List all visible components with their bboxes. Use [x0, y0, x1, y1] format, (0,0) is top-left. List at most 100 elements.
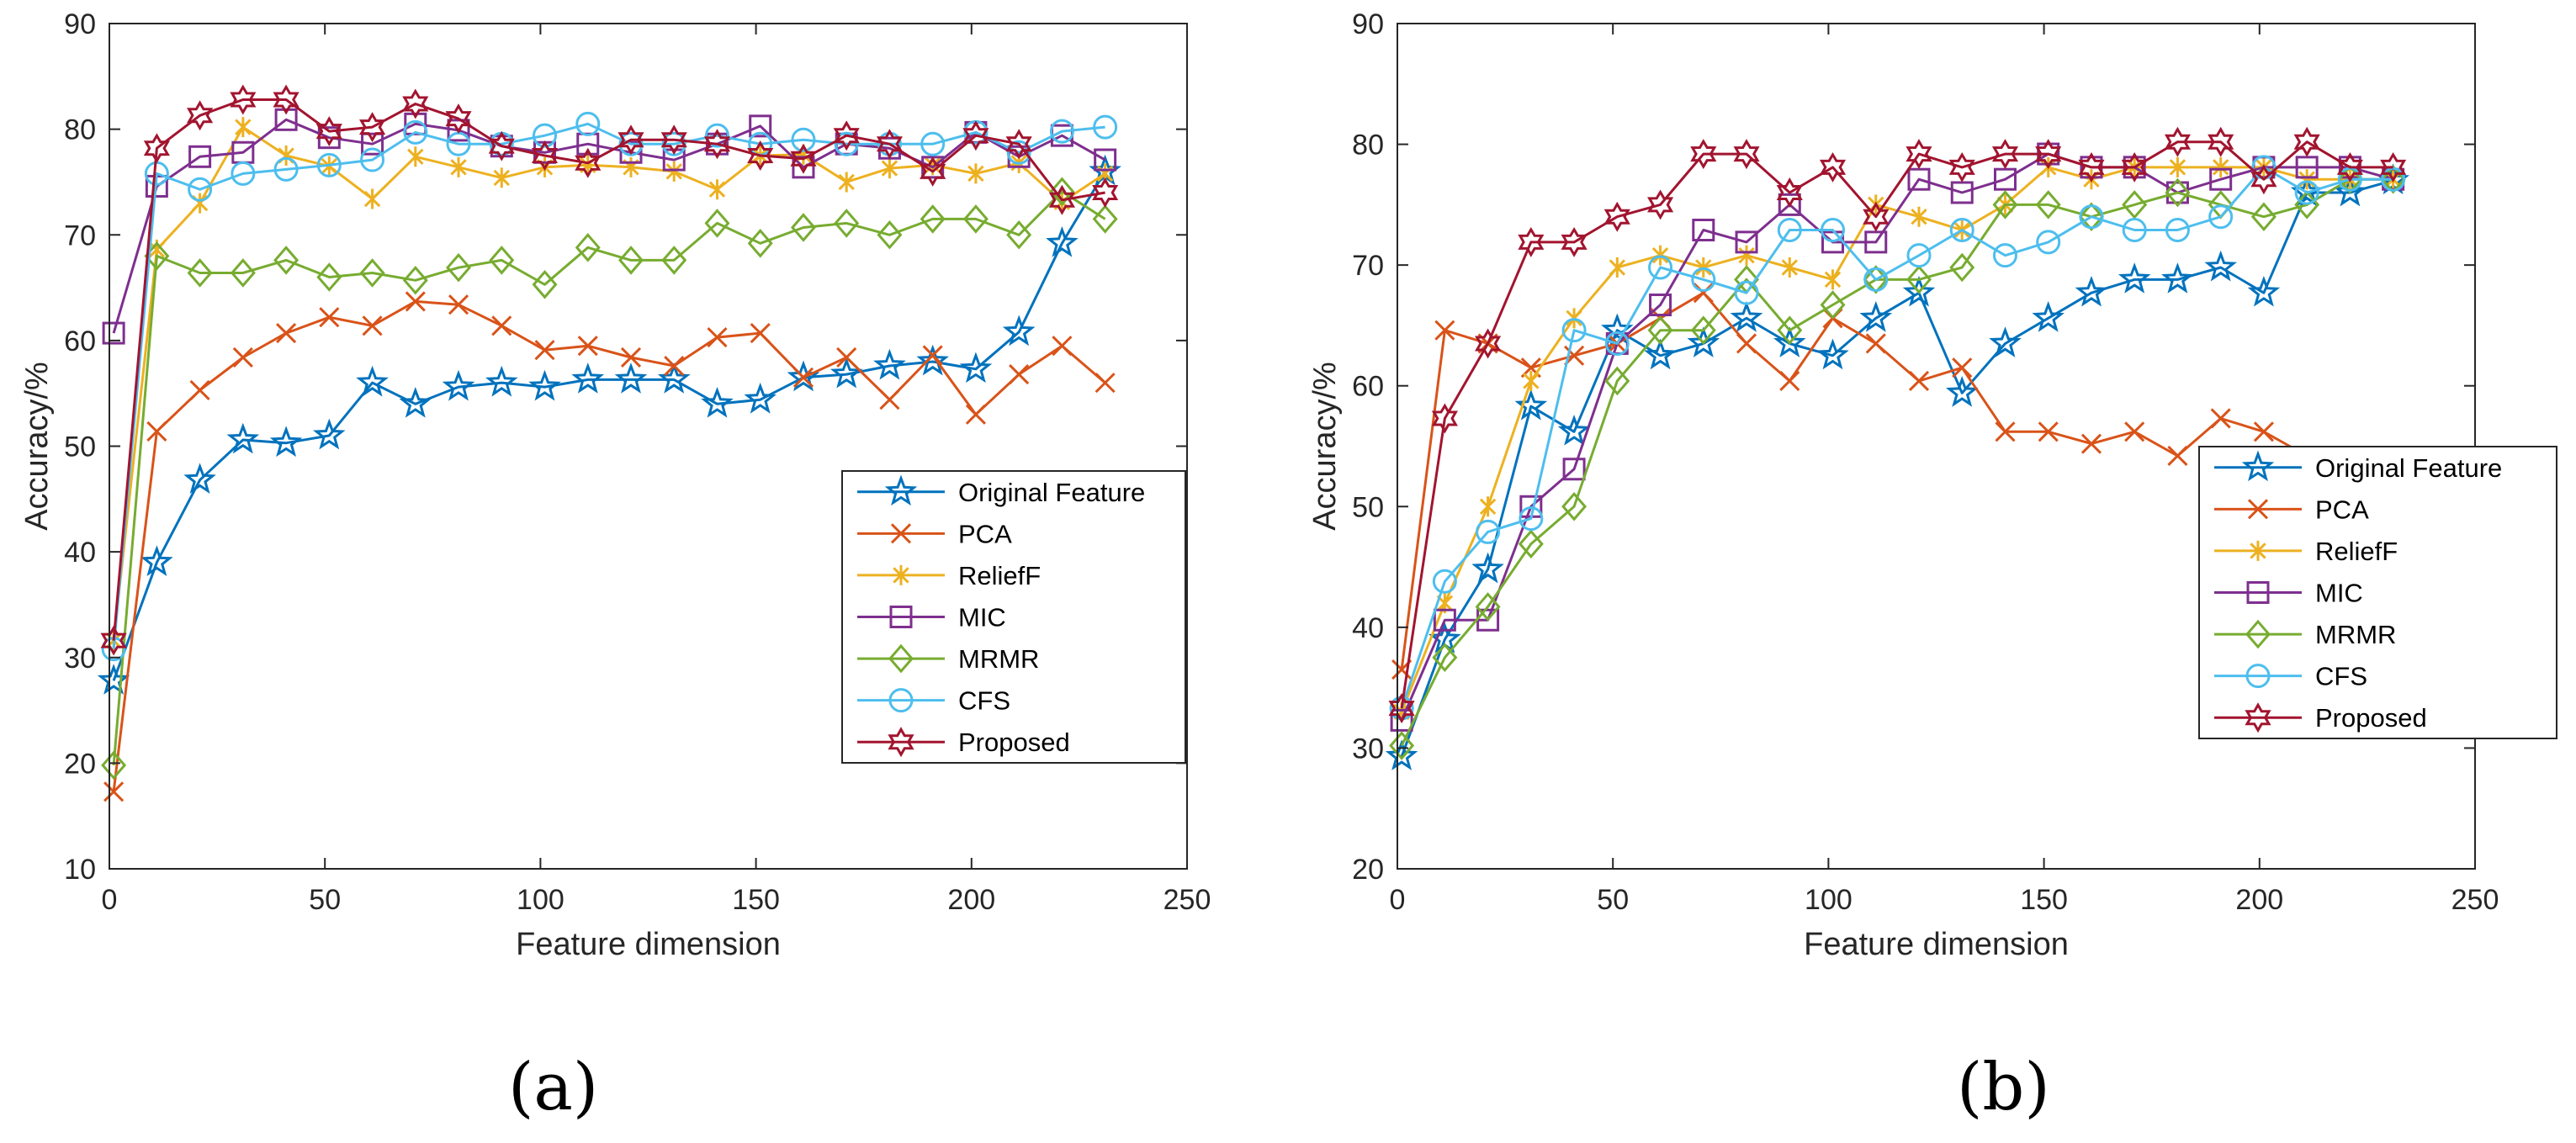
data-point — [575, 233, 601, 262]
data-point — [1006, 220, 1032, 250]
data-point — [319, 307, 340, 328]
data-point — [493, 167, 510, 188]
data-point — [1821, 218, 1846, 243]
y-tick-label: 10 — [64, 854, 96, 886]
legend-marker — [884, 474, 918, 506]
data-point — [1738, 245, 1755, 266]
data-point — [1647, 315, 1673, 345]
data-point — [747, 229, 773, 258]
data-point — [2122, 190, 2148, 220]
series-line — [112, 299, 1106, 792]
legend-marker — [888, 727, 914, 758]
data-point — [1561, 318, 1587, 343]
data-point — [2295, 156, 2319, 179]
legend-label: PCA — [958, 519, 1012, 548]
data-point — [618, 246, 644, 275]
data-point — [399, 387, 432, 418]
data-point — [489, 246, 515, 275]
data-point — [189, 379, 210, 400]
data-point — [916, 344, 949, 376]
line-chart-a: 0 50 100 150 200 250 10 20 30 40 50 60 70 80 90 Feature… — [19, 8, 1211, 962]
data-point — [2038, 421, 2059, 442]
data-point — [528, 369, 561, 401]
legend-label: ReliefF — [2315, 537, 2398, 566]
y-tick-label: 40 — [1352, 612, 1384, 644]
data-point — [1009, 364, 1030, 385]
data-point — [143, 133, 170, 164]
data-point — [485, 365, 518, 397]
data-point — [2253, 421, 2274, 442]
data-point — [1002, 315, 1036, 347]
data-point — [2165, 177, 2191, 208]
data-point — [1514, 389, 1548, 421]
data-point — [834, 209, 860, 238]
y-axis-label: Accuracy/% — [19, 362, 55, 531]
legend-label: MIC — [2315, 579, 2363, 608]
data-point — [101, 750, 127, 781]
data-point — [1865, 333, 1886, 354]
data-point — [445, 103, 472, 135]
x-tick-label: 50 — [309, 884, 341, 916]
legend-label: MIC — [958, 603, 1006, 632]
data-point — [402, 88, 429, 119]
data-point — [1609, 257, 1626, 278]
x-tick-label: 0 — [102, 884, 118, 916]
data-point — [1648, 255, 1673, 280]
data-point — [1690, 315, 1716, 345]
data-point — [356, 365, 389, 397]
data-point — [1431, 403, 1458, 434]
data-point — [1475, 328, 1502, 359]
data-point — [2380, 164, 2406, 194]
data-point — [226, 422, 260, 454]
data-point — [2075, 275, 2108, 307]
data-point — [1432, 569, 1457, 594]
data-point — [747, 140, 774, 171]
data-point — [1049, 119, 1074, 144]
x-axis-label: Feature dimension — [516, 927, 781, 962]
data-point — [2337, 164, 2363, 194]
y-tick-label: 90 — [1352, 8, 1384, 40]
data-point — [1693, 283, 1714, 304]
legend-marker — [2245, 664, 2271, 689]
data-point — [1433, 608, 1456, 632]
y-tick-label: 20 — [1352, 854, 1384, 886]
data-point — [533, 123, 558, 148]
data-point — [1906, 243, 1932, 268]
series-line — [112, 122, 1105, 649]
legend-marker — [2246, 581, 2270, 604]
y-axis-label: Accuracy/% — [1307, 362, 1343, 531]
data-point — [1475, 592, 1501, 622]
legend-marker — [2245, 702, 2271, 733]
data-point — [1603, 201, 1630, 232]
data-point — [1006, 140, 1031, 165]
data-point — [2036, 230, 2061, 255]
data-point — [1989, 326, 2022, 357]
legend-label: MRMR — [958, 644, 1039, 674]
y-tick-label: 70 — [64, 220, 96, 251]
data-point — [269, 426, 303, 458]
data-point — [273, 84, 299, 115]
data-point — [2294, 180, 2319, 205]
y-tick-label: 40 — [64, 537, 96, 569]
data-point — [2032, 301, 2065, 332]
data-point — [403, 119, 428, 145]
data-point — [2210, 408, 2231, 429]
data-point — [1950, 181, 1974, 204]
data-point — [1434, 320, 1455, 341]
line-chart-b: 0 50 100 150 200 250 20 30 40 50 60 70 80 90 Feature d… — [1307, 8, 2557, 962]
y-tick-label: 80 — [64, 114, 96, 146]
data-point — [1519, 506, 1544, 532]
y-tick-label: 60 — [64, 325, 96, 357]
data-point — [1863, 201, 1890, 232]
data-point — [965, 404, 986, 425]
y-tick-label: 80 — [1352, 130, 1384, 161]
data-point — [102, 321, 125, 345]
data-point — [1993, 167, 2017, 191]
data-point — [1911, 206, 1927, 227]
data-point — [230, 84, 257, 115]
data-point — [273, 246, 299, 275]
data-point — [1385, 739, 1418, 770]
data-point — [1816, 338, 1849, 370]
data-point — [1690, 139, 1717, 170]
data-point — [316, 262, 342, 292]
